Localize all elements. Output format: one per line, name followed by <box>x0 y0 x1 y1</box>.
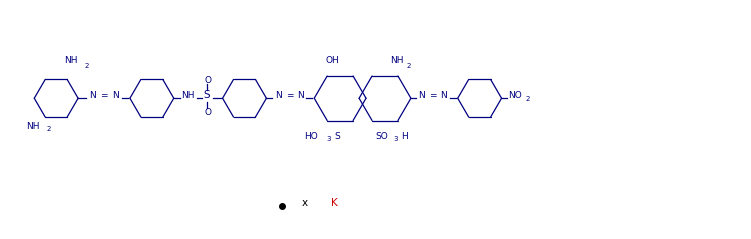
Text: HO: HO <box>304 132 318 141</box>
Text: =: = <box>285 91 293 100</box>
Text: N: N <box>113 91 119 100</box>
Text: OH: OH <box>325 56 339 65</box>
Text: N: N <box>275 91 282 100</box>
Text: NO: NO <box>508 91 521 100</box>
Text: N: N <box>418 91 425 100</box>
Text: O: O <box>204 108 211 117</box>
Text: N: N <box>440 91 447 100</box>
Text: NH: NH <box>26 122 40 131</box>
Text: N: N <box>89 91 95 100</box>
Text: N: N <box>297 91 303 100</box>
Text: O: O <box>204 76 211 85</box>
Text: 2: 2 <box>407 63 412 69</box>
Text: S: S <box>334 132 340 141</box>
Text: 3: 3 <box>326 136 330 142</box>
Text: 3: 3 <box>393 136 397 142</box>
Text: SO: SO <box>375 132 388 141</box>
Text: x: x <box>301 198 307 208</box>
Text: 2: 2 <box>47 126 50 132</box>
Text: K: K <box>331 198 338 208</box>
Text: 2: 2 <box>84 63 89 69</box>
Text: 2: 2 <box>525 96 529 102</box>
Text: H: H <box>401 132 408 141</box>
Text: =: = <box>429 91 436 100</box>
Text: NH: NH <box>64 56 77 65</box>
Text: NH: NH <box>181 91 195 100</box>
Text: S: S <box>204 90 210 100</box>
Text: =: = <box>100 91 107 100</box>
Text: NH: NH <box>390 56 403 65</box>
